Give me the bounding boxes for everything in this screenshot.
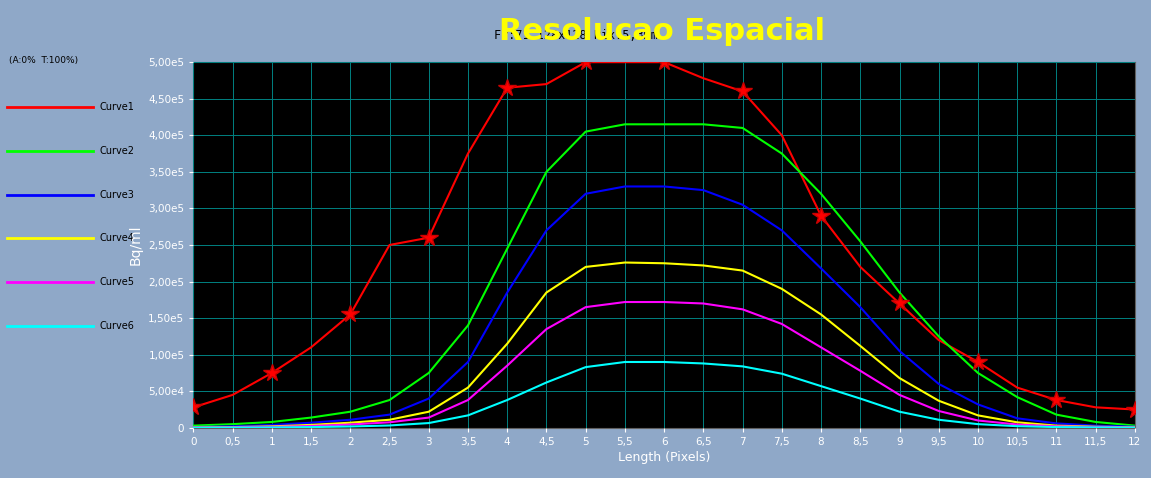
Text: Resolucao Espacial: Resolucao Espacial — [498, 17, 825, 46]
X-axis label: Length (Pixels): Length (Pixels) — [618, 451, 710, 464]
Text: Curve1: Curve1 — [100, 102, 135, 112]
Text: Curve6: Curve6 — [100, 321, 135, 330]
Y-axis label: Bq/ml: Bq/ml — [129, 225, 143, 265]
Text: Fr:71 128x128 Pix:5,3mm: Fr:71 128x128 Pix:5,3mm — [494, 29, 657, 43]
Text: Curve2: Curve2 — [100, 146, 135, 156]
Text: Curve4: Curve4 — [100, 233, 135, 243]
Text: Curve5: Curve5 — [100, 277, 135, 287]
Text: Curve3: Curve3 — [100, 190, 135, 200]
Text: (A:0%  T:100%): (A:0% T:100%) — [9, 56, 78, 65]
